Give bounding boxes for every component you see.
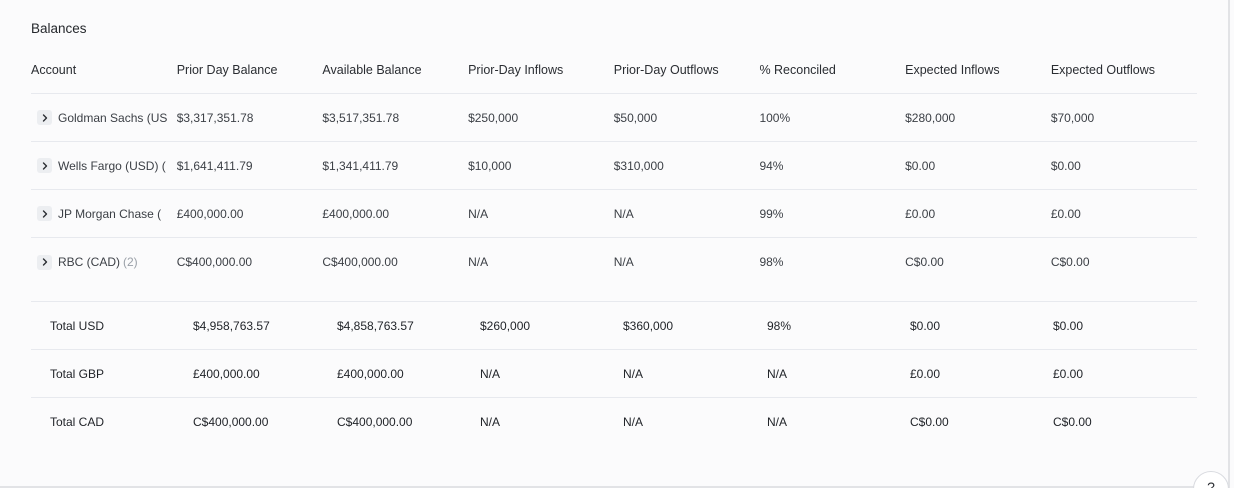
expected-outflows: $0.00 <box>1050 158 1081 173</box>
prior-day-inflows: N/A <box>468 255 489 269</box>
available-balance: $3,517,351.78 <box>322 110 400 125</box>
prior-day-inflows: $10,000 <box>468 158 512 173</box>
panel-right-border <box>1228 0 1230 488</box>
column-header-prior-day-balance[interactable]: Prior Day Balance <box>176 63 278 77</box>
total-prior-day-balance: C$400,000.00 <box>193 415 269 429</box>
total-label: Total GBP <box>50 366 105 381</box>
available-balance: £400,000.00 <box>322 206 390 221</box>
chevron-right-icon <box>42 113 47 122</box>
expected-inflows: £0.00 <box>905 206 936 221</box>
total-prior-day-inflows: $260,000 <box>480 318 531 333</box>
total-row-cad: Total CAD C$400,000.00 C$400,000.00 N/A … <box>31 398 1197 446</box>
total-reconciled: N/A <box>767 415 788 429</box>
account-row[interactable]: Goldman Sachs (US $3,317,351.78 $3,517,3… <box>31 94 1197 142</box>
expected-inflows: $280,000 <box>905 110 956 125</box>
panel-bottom-border <box>0 486 1229 488</box>
reconciled-percent: 98% <box>759 255 784 269</box>
column-header-account[interactable]: Account <box>31 63 77 77</box>
total-prior-day-outflows: N/A <box>623 415 644 429</box>
account-cell: JP Morgan Chase ( <box>31 206 177 221</box>
help-button[interactable]: ? <box>1193 471 1229 488</box>
total-expected-outflows: £0.00 <box>1053 366 1084 381</box>
expected-inflows: C$0.00 <box>905 255 944 269</box>
balances-table: Account Prior Day Balance Available Bala… <box>31 47 1197 446</box>
account-name: Goldman Sachs (US <box>58 110 168 125</box>
reconciled-percent: 100% <box>759 110 791 125</box>
total-row-gbp: Total GBP £400,000.00 £400,000.00 N/A N/… <box>31 350 1197 398</box>
account-cell: Goldman Sachs (US <box>31 110 177 125</box>
available-balance: C$400,000.00 <box>322 255 398 269</box>
total-reconciled: N/A <box>767 366 788 381</box>
reconciled-percent: 94% <box>759 158 784 173</box>
prior-day-balance: C$400,000.00 <box>176 255 253 269</box>
account-cell: RBC (CAD) (2) <box>31 254 177 270</box>
chevron-right-icon <box>42 209 47 218</box>
expected-outflows: C$0.00 <box>1050 255 1090 269</box>
total-available-balance: $4,858,763.57 <box>337 318 414 333</box>
account-count: (2) <box>123 255 138 269</box>
total-reconciled: 98% <box>767 318 792 333</box>
expected-inflows: $0.00 <box>905 158 936 173</box>
expand-row-button[interactable] <box>37 158 52 173</box>
total-prior-day-outflows: $360,000 <box>623 318 674 333</box>
total-expected-outflows: C$0.00 <box>1053 415 1092 429</box>
column-header-prior-day-outflows[interactable]: Prior-Day Outflows <box>613 63 719 77</box>
expand-row-button[interactable] <box>37 206 52 221</box>
total-available-balance: £400,000.00 <box>337 366 404 381</box>
column-header-expected-inflows[interactable]: Expected Inflows <box>905 63 1000 77</box>
prior-day-outflows: N/A <box>613 206 634 221</box>
total-expected-inflows: C$0.00 <box>910 415 949 429</box>
table-header: Account Prior Day Balance Available Bala… <box>31 47 1197 94</box>
prior-day-balance: £400,000.00 <box>176 206 244 221</box>
help-icon: ? <box>1207 479 1215 488</box>
account-name: JP Morgan Chase ( <box>58 206 162 221</box>
account-row[interactable]: Wells Fargo (USD) ( $1,641,411.79 $1,341… <box>31 142 1197 190</box>
available-balance: $1,341,411.79 <box>322 158 399 173</box>
column-header-available-balance[interactable]: Available Balance <box>322 63 422 77</box>
prior-day-inflows: $250,000 <box>468 110 519 125</box>
prior-day-inflows: N/A <box>468 206 489 221</box>
expand-row-button[interactable] <box>37 110 52 125</box>
total-row-usd: Total USD $4,958,763.57 $4,858,763.57 $2… <box>31 302 1197 350</box>
expand-row-button[interactable] <box>37 254 52 270</box>
account-name: Wells Fargo (USD) ( <box>58 158 166 173</box>
account-cell: Wells Fargo (USD) ( <box>31 158 177 173</box>
account-row[interactable]: JP Morgan Chase ( £400,000.00 £400,000.0… <box>31 190 1197 238</box>
account-row[interactable]: RBC (CAD) (2) C$400,000.00 C$400,000.00 … <box>31 238 1197 286</box>
total-available-balance: C$400,000.00 <box>337 415 413 429</box>
total-label: Total CAD <box>50 415 105 429</box>
total-expected-outflows: $0.00 <box>1053 318 1084 333</box>
total-expected-inflows: $0.00 <box>910 318 941 333</box>
total-prior-day-balance: $4,958,763.57 <box>193 318 270 333</box>
column-header-reconciled[interactable]: % Reconciled <box>759 63 836 77</box>
total-label: Total USD <box>50 318 105 333</box>
totals-divider <box>31 286 1197 302</box>
account-name: RBC (CAD) <box>58 255 120 269</box>
prior-day-outflows: N/A <box>613 255 634 269</box>
prior-day-outflows: $50,000 <box>613 110 658 125</box>
expected-outflows: $70,000 <box>1050 110 1095 125</box>
chevron-right-icon <box>42 258 47 266</box>
prior-day-outflows: $310,000 <box>613 158 664 173</box>
expected-outflows: £0.00 <box>1050 206 1081 221</box>
total-expected-inflows: £0.00 <box>910 366 941 381</box>
total-prior-day-inflows: N/A <box>480 366 501 381</box>
total-prior-day-outflows: N/A <box>623 366 644 381</box>
prior-day-balance: $1,641,411.79 <box>176 158 253 173</box>
prior-day-balance: $3,317,351.78 <box>176 110 254 125</box>
chevron-right-icon <box>42 161 47 170</box>
total-prior-day-balance: £400,000.00 <box>193 366 260 381</box>
column-header-prior-day-inflows[interactable]: Prior-Day Inflows <box>468 63 564 77</box>
section-title: Balances <box>31 21 87 36</box>
total-prior-day-inflows: N/A <box>480 415 501 429</box>
reconciled-percent: 99% <box>759 206 784 221</box>
column-header-expected-outflows[interactable]: Expected Outflows <box>1050 63 1156 77</box>
